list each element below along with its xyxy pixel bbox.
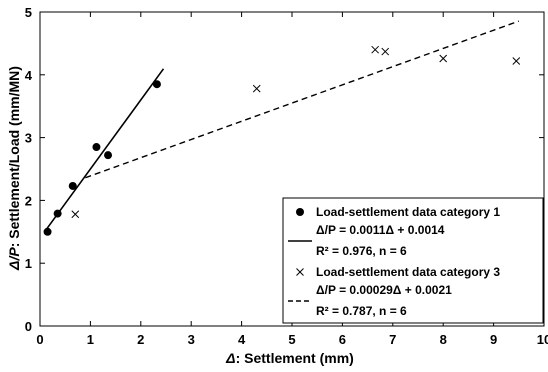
x-tick-label: 6 [339, 332, 346, 347]
y-tick-label: 5 [25, 5, 32, 20]
data-point-circle [53, 209, 62, 218]
fit-line-series-2 [85, 20, 520, 179]
x-tick-label: 0 [36, 332, 43, 347]
axis-tick-labels: 0 1 2 3 4 5 6 7 8 9 10 0 1 2 3 4 5 [25, 5, 548, 347]
y-tick-label: 3 [25, 131, 32, 146]
legend-fit-1-equation: Δ/P = 0.0011Δ + 0.0014 [316, 223, 445, 237]
fit-lines [44, 20, 520, 232]
x-tick-label: 9 [490, 332, 497, 347]
x-tick-label: 2 [137, 332, 144, 347]
data-point-x [381, 47, 390, 56]
x-marker-stroke [371, 45, 380, 54]
data-point-x [439, 54, 448, 63]
legend-entry-category-1: Load-settlement data category 1 [316, 205, 500, 219]
data-point-x [71, 210, 80, 219]
legend-fit-3-r2: R² = 0.787, n = 6 [316, 304, 407, 318]
x-marker-stroke [252, 84, 261, 93]
y-tick-label: 4 [25, 68, 33, 83]
data-point-x [512, 57, 521, 65]
data-point-circle [92, 143, 101, 152]
x-axis-label-symbol: Δ [225, 350, 235, 366]
x-axis-label: Δ: Settlement (mm) [225, 350, 354, 366]
data-point-circle [68, 181, 77, 190]
x-tick-label: 10 [537, 332, 548, 347]
y-axis-label-symbol: Δ/P [6, 247, 22, 271]
data-markers [43, 45, 521, 236]
legend: Load-settlement data category 1 Δ/P = 0.… [282, 197, 544, 324]
y-axis-label-text: : Settlement/Load (mm/MN) [6, 66, 22, 247]
y-axis-label: Δ/P: Settlement/Load (mm/MN) [6, 66, 22, 271]
x-tick-label: 8 [440, 332, 447, 347]
x-tick-label: 1 [87, 332, 94, 347]
legend-fit-1-r2: R² = 0.976, n = 6 [316, 244, 407, 258]
x-tick-label: 3 [188, 332, 195, 347]
data-point-circle [104, 151, 113, 160]
fit-line-series-1 [44, 68, 165, 232]
legend-entry-category-3: Load-settlement data category 3 [316, 265, 500, 279]
x-marker-stroke [381, 47, 390, 56]
x-marker-stroke [512, 57, 521, 65]
data-point-x [252, 84, 261, 93]
x-tick-label: 5 [288, 332, 295, 347]
legend-fit-3-equation: Δ/P = 0.00029Δ + 0.0021 [316, 283, 452, 297]
x-axis-label-text: : Settlement (mm) [236, 350, 354, 366]
x-marker-stroke [71, 210, 80, 219]
y-tick-label: 0 [25, 319, 32, 334]
data-point-circle [152, 80, 161, 89]
legend-box [282, 197, 544, 324]
x-tick-label: 4 [238, 332, 246, 347]
y-tick-label: 1 [25, 256, 32, 271]
legend-marker-category-1 [296, 208, 304, 216]
data-point-x [371, 45, 380, 54]
x-tick-label: 7 [389, 332, 396, 347]
x-marker-stroke [439, 54, 448, 63]
legend-marker-category-3 [296, 268, 304, 276]
data-point-circle [43, 227, 52, 236]
y-tick-label: 2 [25, 193, 32, 208]
